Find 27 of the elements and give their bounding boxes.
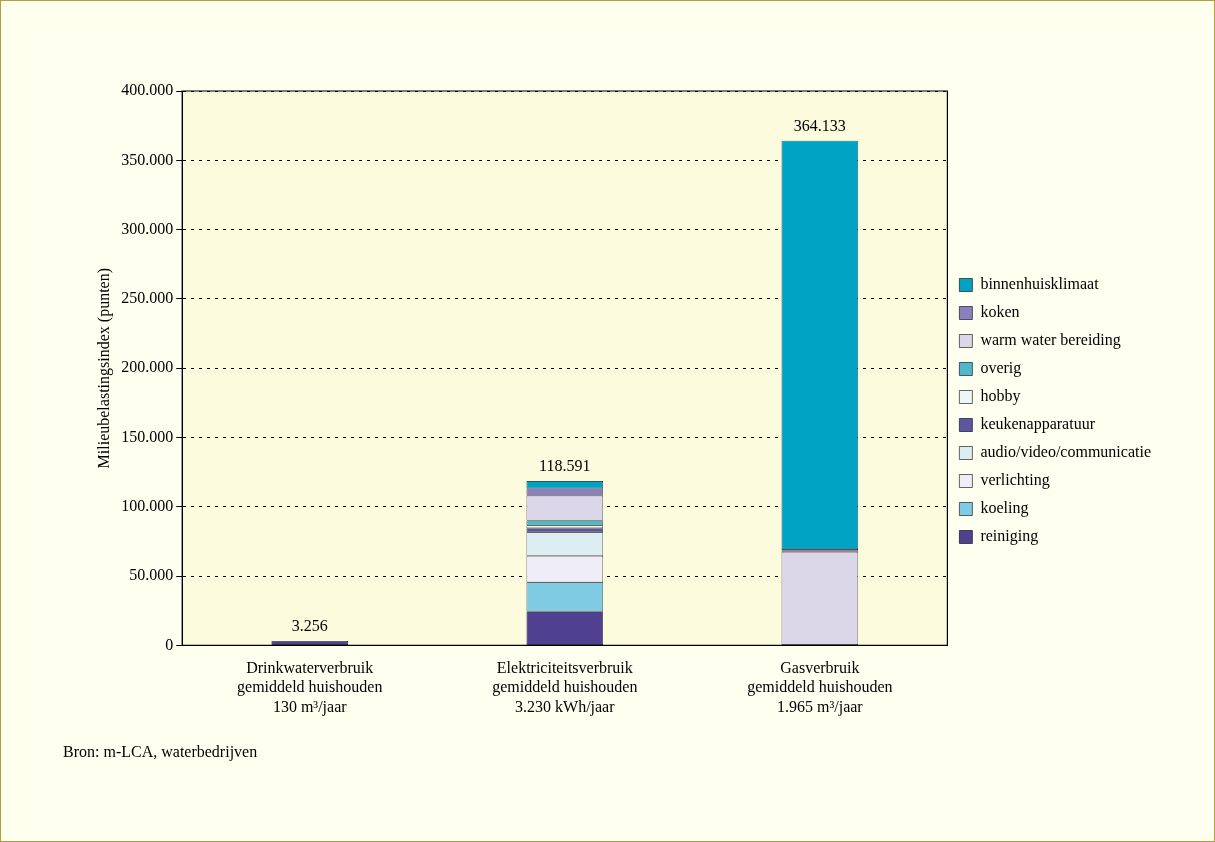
x-tick-label: Gasverbruik gemiddeld huishouden 1.965 m³/jaar — [747, 659, 893, 716]
legend-label: koeling — [980, 499, 1029, 518]
legend-label: hobby — [980, 387, 1021, 406]
legend-label: verlichting — [980, 471, 1050, 490]
total-label: 364.133 — [793, 116, 846, 134]
text: Bron: m-LCA, waterbedrijven — [63, 743, 258, 761]
legend-label: binnenhuisklimaat — [980, 275, 1100, 293]
legend-label: warm water bereiding — [980, 331, 1121, 350]
y-axis-title: Milieubelastingsindex (punten) — [94, 268, 113, 469]
legend-label: koken — [980, 303, 1020, 321]
x-tick-label: Drinkwaterverbruik gemiddeld huishouden 130 m³/jaar — [237, 659, 383, 716]
total-label: 3.256 — [291, 617, 328, 635]
y-tick-label: 0 — [165, 635, 174, 653]
y-tick-label: 250.000 — [121, 289, 174, 307]
legend-label: overig — [980, 359, 1022, 378]
y-tick-label: 50.000 — [129, 566, 174, 584]
legend-label: reiniging — [980, 527, 1039, 546]
y-tick-label: 100.000 — [121, 497, 174, 514]
y-tick-label: 350.000 — [121, 150, 174, 168]
legend-label: keukenapparatuur — [980, 415, 1096, 434]
y-tick-label: 200.000 — [121, 358, 174, 376]
y-tick-label: 300.000 — [121, 219, 174, 237]
legend-label: audio/video/communicatie — [980, 443, 1152, 461]
total-label: 118.591 — [539, 457, 591, 475]
y-tick-label: 150.000 — [121, 427, 174, 445]
y-tick-label: 400.000 — [121, 81, 174, 99]
x-tick-label: Elektriciteitsverbruik gemiddeld huishouden 3.230 kWh/jaar — [492, 659, 638, 716]
